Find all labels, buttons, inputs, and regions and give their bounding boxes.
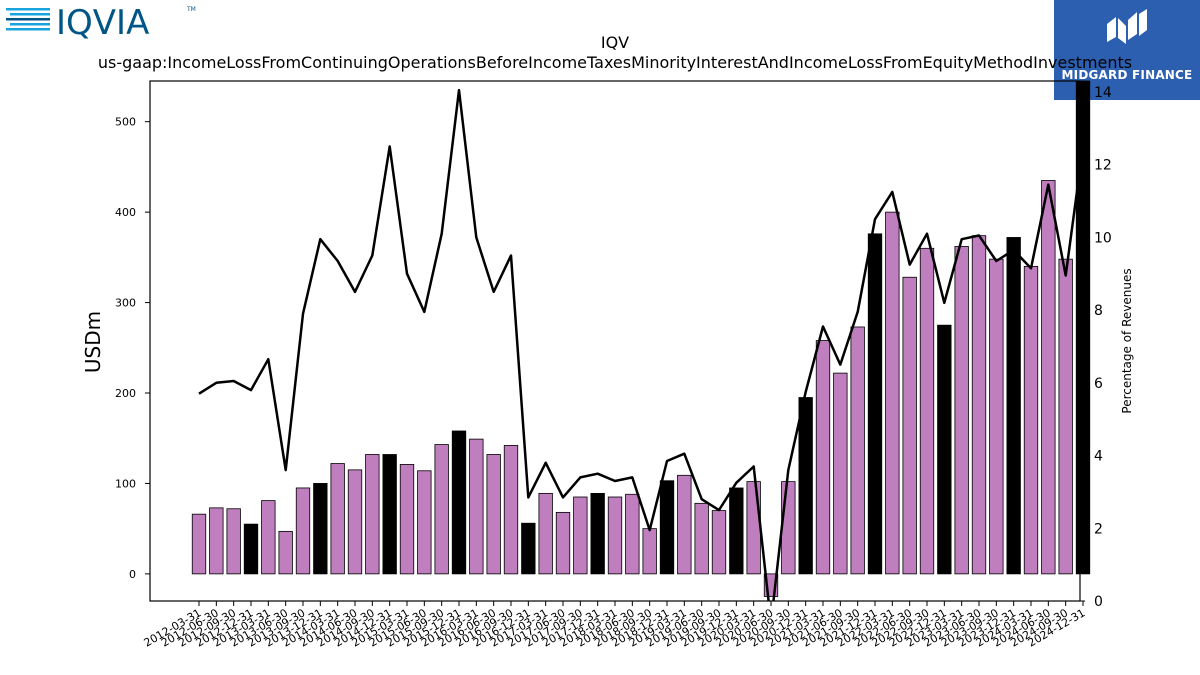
bar-2016-03-31	[469, 438, 484, 575]
iqvia-logo-graphic: IQVIA TM	[6, 3, 196, 43]
bar-2018-03-31	[607, 496, 623, 575]
bar-2023-12-31	[1006, 237, 1021, 575]
bar-2018-09-30	[642, 528, 657, 575]
chart-title: IQV	[601, 33, 629, 52]
y-tick-label: 300	[115, 297, 136, 310]
bar-2012-12-31	[243, 523, 259, 575]
bar-2016-06-30	[486, 454, 501, 575]
iqvia-logo: IQVIA TM	[4, 2, 204, 43]
y-tick-label: 0	[129, 568, 136, 581]
bar-2012-09-30	[226, 508, 241, 575]
bar-2024-06-30	[1041, 180, 1056, 575]
y2-tick-label: 14	[1094, 85, 1112, 101]
y2-tick-label: 0	[1094, 594, 1103, 610]
bar-series	[191, 80, 1091, 597]
bar-2019-09-30	[711, 510, 727, 575]
y-tick-label: 500	[115, 116, 136, 129]
x-axis: 2012-03-312012-06-302012-09-302012-12-31…	[142, 601, 1088, 650]
iqvia-logo-text: IQVIA	[56, 3, 149, 42]
bar-2021-12-31	[867, 233, 883, 575]
y-tick-label: 200	[115, 387, 136, 400]
y2-axis-label: Percentage of Revenues	[1120, 268, 1134, 413]
y2-tick-label: 8	[1094, 303, 1103, 319]
bar-2017-09-30	[573, 496, 588, 575]
bar-2018-06-30	[625, 493, 640, 575]
bar-2015-03-31	[399, 464, 415, 575]
bar-2017-06-30	[555, 511, 571, 575]
bar-2014-03-31	[330, 463, 345, 575]
bar-2013-09-30	[295, 487, 311, 575]
bar-2019-12-31	[729, 487, 744, 575]
bar-2015-12-31	[451, 430, 467, 575]
y-tick-label: 400	[115, 206, 136, 219]
bar-2015-06-30	[417, 470, 432, 575]
bar-2020-09-30	[781, 481, 796, 575]
midgard-mark-icon	[1107, 9, 1147, 44]
iqvia-logo-tm: TM	[186, 6, 196, 13]
chart-subtitle: us-gaap:IncomeLossFromContinuingOperatio…	[98, 53, 1132, 72]
percentage-line	[198, 88, 1080, 601]
y2-tick-label: 6	[1094, 376, 1103, 392]
iqvia-stripes-icon	[6, 8, 50, 31]
bar-2016-12-31	[521, 522, 536, 575]
bar-2022-06-30	[902, 276, 917, 575]
bar-2022-09-30	[919, 247, 935, 575]
bar-2022-03-31	[885, 211, 900, 575]
y-axis-label: USDm	[81, 311, 105, 373]
bar-2015-09-30	[434, 444, 449, 575]
bar-2023-09-30	[989, 258, 1004, 575]
bar-2012-03-31	[191, 513, 207, 575]
bar-2023-03-31	[954, 246, 969, 575]
bar-2014-12-31	[382, 454, 397, 575]
y2-tick-label: 2	[1094, 521, 1103, 537]
y2-tick-label: 10	[1094, 230, 1112, 246]
bar-2017-12-31	[590, 492, 605, 575]
bar-2019-03-31	[677, 474, 692, 575]
bar-2013-03-31	[261, 500, 276, 575]
bar-2016-09-30	[503, 445, 519, 575]
midgard-logo-text: MIDGARD FINANCE	[1061, 68, 1193, 82]
bar-2020-12-31	[798, 397, 813, 575]
y2-tick-label: 12	[1094, 158, 1112, 174]
y2-tick-label: 4	[1094, 449, 1103, 465]
bar-2024-12-31	[1075, 80, 1091, 575]
y-axis-right: 0 2 4 6 8 10 12 14	[1080, 85, 1112, 610]
bar-2022-12-31	[937, 324, 952, 575]
y-axis-left: 0 100 200 300 400 500	[115, 116, 150, 581]
y-tick-label: 100	[115, 477, 136, 490]
line-series	[198, 88, 1080, 601]
bar-2012-06-30	[209, 507, 224, 575]
bar-2018-12-31	[659, 480, 675, 575]
bar-2020-03-31	[746, 481, 761, 575]
bar-2024-09-30	[1058, 258, 1073, 575]
bar-2014-06-30	[347, 469, 363, 575]
bar-2017-03-31	[538, 492, 553, 575]
bar-2013-06-30	[278, 530, 293, 575]
bar-2023-06-30	[971, 235, 987, 575]
bar-2021-09-30	[850, 326, 865, 575]
bar-2024-03-31	[1023, 265, 1039, 575]
bar-2014-09-30	[365, 454, 380, 575]
bar-2019-06-30	[694, 502, 709, 575]
bar-2021-03-31	[815, 340, 831, 575]
bar-2013-12-31	[313, 483, 328, 575]
bar-2021-06-30	[833, 372, 848, 575]
